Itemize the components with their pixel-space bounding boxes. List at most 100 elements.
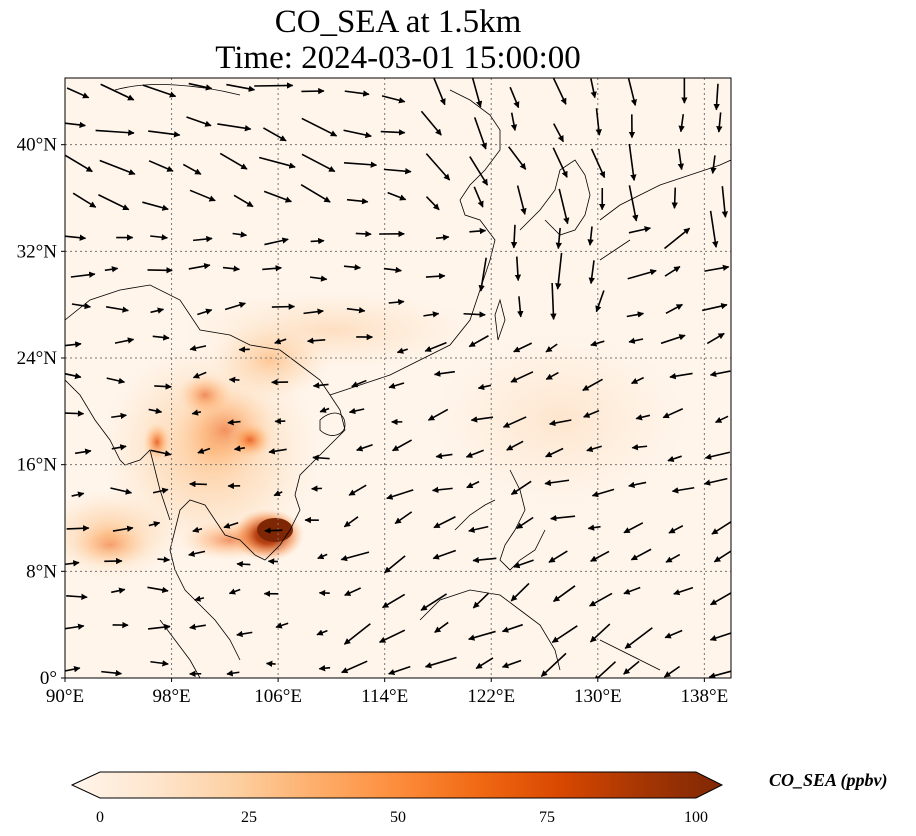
wind-arrow bbox=[262, 265, 282, 272]
wind-arrow bbox=[340, 551, 370, 562]
wind-arrow bbox=[555, 252, 563, 290]
wind-arrow bbox=[627, 78, 638, 106]
wind-arrow bbox=[514, 256, 522, 282]
gridlines bbox=[65, 78, 731, 678]
wind-arrow bbox=[540, 652, 567, 677]
wind-arrow bbox=[590, 340, 605, 347]
wind-arrow bbox=[388, 298, 405, 306]
wind-arrow bbox=[154, 383, 172, 390]
wind-arrow bbox=[346, 307, 366, 314]
wind-arrow bbox=[510, 371, 534, 383]
wind-arrow bbox=[545, 447, 564, 458]
axis-ticks: 90°E 98°E 106°E 114°E 122°E 130°E 138°E 0° 8°N 16… bbox=[17, 135, 729, 707]
wind-arrow bbox=[99, 159, 136, 176]
wind-arrow bbox=[147, 623, 171, 631]
map-frame bbox=[64, 77, 732, 679]
wind-arrow bbox=[65, 560, 80, 567]
wind-arrow bbox=[635, 414, 651, 421]
wind-arrow bbox=[189, 189, 216, 202]
lon-tick-label: 90°E bbox=[46, 686, 84, 707]
wind-arrow bbox=[306, 337, 326, 344]
wind-arrow bbox=[473, 186, 484, 208]
wind-arrow bbox=[478, 257, 487, 292]
colorbar-ticks: 0 25 50 75 100 bbox=[96, 809, 708, 826]
wind-arrow bbox=[191, 409, 202, 416]
wind-arrow bbox=[589, 623, 611, 643]
wind-arrow bbox=[343, 623, 371, 645]
wind-arrow bbox=[258, 156, 296, 169]
wind-arrow bbox=[510, 480, 532, 496]
wind-arrow bbox=[222, 265, 240, 272]
wind-arrow bbox=[384, 555, 406, 574]
wind-arrow bbox=[152, 487, 169, 494]
wind-arrow bbox=[186, 116, 212, 127]
wind-arrow bbox=[70, 271, 96, 278]
wind-arrow bbox=[431, 486, 453, 494]
wind-arrow bbox=[378, 629, 406, 644]
wind-arrow bbox=[380, 129, 406, 136]
wind-arrow bbox=[188, 82, 213, 91]
wind-arrow bbox=[704, 264, 730, 272]
wind-arrow bbox=[142, 84, 177, 98]
wind-arrow bbox=[189, 480, 207, 488]
wind-arrow bbox=[95, 129, 135, 136]
wind-arrow bbox=[223, 522, 239, 529]
wind-arrow bbox=[701, 302, 728, 312]
wind-arrow bbox=[236, 560, 251, 568]
wind-arrow bbox=[628, 481, 647, 488]
lat-tick-label: 40°N bbox=[17, 135, 58, 156]
wind-arrow bbox=[703, 477, 728, 486]
wind-arrow bbox=[65, 665, 81, 673]
lon-tick-label: 122°E bbox=[467, 686, 515, 707]
wind-arrow bbox=[264, 237, 289, 246]
wind-arrow bbox=[470, 416, 494, 423]
wind-arrow bbox=[553, 123, 565, 143]
lat-tick-label: 24°N bbox=[17, 348, 58, 369]
wind-arrow bbox=[628, 337, 644, 344]
wind-arrow bbox=[469, 156, 489, 186]
wind-arrow bbox=[627, 269, 657, 280]
lon-tick-label: 106°E bbox=[254, 686, 302, 707]
wind-arrow bbox=[312, 382, 329, 389]
wind-arrow bbox=[182, 163, 202, 175]
lat-tick-label: 32°N bbox=[17, 241, 58, 262]
wind-arrow bbox=[224, 301, 246, 311]
wind-arrow bbox=[630, 376, 644, 385]
wind-arrow bbox=[595, 290, 605, 313]
wind-arrow bbox=[553, 585, 576, 603]
wind-arrow bbox=[142, 201, 169, 211]
wind-arrow bbox=[468, 525, 489, 533]
wind-arrow bbox=[226, 83, 256, 92]
colorbar-tick-label: 75 bbox=[539, 809, 555, 826]
wind-arrow bbox=[711, 520, 731, 535]
wind-arrow bbox=[433, 370, 455, 377]
wind-arrow bbox=[396, 347, 408, 354]
wind-arrow bbox=[106, 377, 126, 385]
wind-arrow bbox=[721, 186, 729, 218]
wind-arrow bbox=[382, 593, 406, 609]
wind-arrow bbox=[148, 160, 174, 172]
wind-arrow bbox=[341, 660, 368, 674]
wind-arrow bbox=[197, 447, 211, 454]
wind-arrow bbox=[65, 234, 87, 241]
wind-arrow bbox=[667, 455, 682, 462]
wind-arrow bbox=[301, 117, 338, 137]
wind-arrow bbox=[435, 452, 453, 460]
wind-arrow bbox=[98, 194, 130, 211]
wind-arrow bbox=[510, 582, 530, 602]
wind-arrow bbox=[669, 372, 693, 380]
wind-arrow bbox=[348, 484, 367, 496]
wind-arrow bbox=[709, 210, 719, 248]
wind-arrow bbox=[420, 110, 442, 136]
wind-arrow bbox=[263, 127, 287, 142]
wind-arrow bbox=[716, 112, 723, 133]
wind-arrow bbox=[466, 480, 480, 489]
wind-arrow bbox=[558, 188, 570, 225]
coastlines bbox=[65, 84, 731, 678]
wind-arrow bbox=[513, 559, 534, 569]
wind-vectors bbox=[65, 78, 731, 678]
wind-arrow bbox=[111, 587, 126, 594]
wind-arrow bbox=[275, 622, 289, 629]
wind-arrow bbox=[551, 625, 578, 644]
lon-tick-label: 130°E bbox=[574, 686, 622, 707]
